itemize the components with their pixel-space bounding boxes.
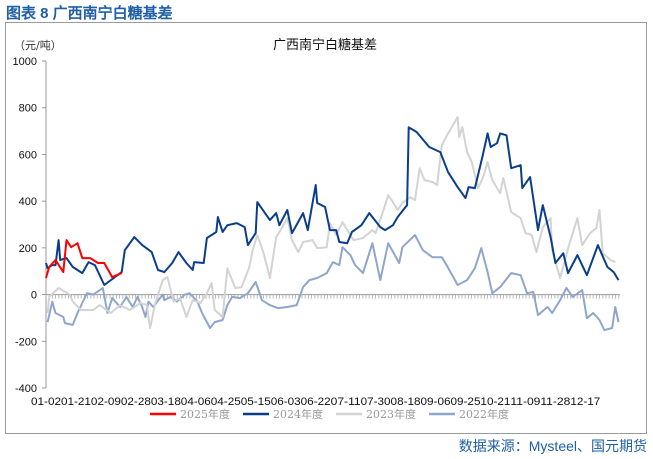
y-tick-label: 600	[19, 149, 37, 161]
x-tick-label: 02-09	[91, 396, 121, 408]
y-tick-label: 400	[19, 196, 37, 208]
x-tick-label: 04-06	[181, 396, 211, 408]
series-line-2025年度	[45, 239, 123, 279]
x-tick-label: 01-02	[31, 396, 61, 408]
legend-label: 2022年度	[459, 407, 509, 421]
x-tick-label: 03-18	[151, 396, 181, 408]
y-tick-label: 200	[19, 243, 37, 255]
x-tick-label: 06-22	[301, 396, 331, 408]
series-line-2023年度	[46, 116, 616, 329]
x-tick-label: 01-21	[61, 396, 91, 408]
x-tick-label: 08-18	[391, 396, 421, 408]
legend-label: 2025年度	[180, 407, 230, 421]
y-tick-label: 800	[19, 103, 37, 115]
y-tick-label: -400	[15, 383, 37, 395]
x-tick-label: 02-28	[121, 396, 151, 408]
chart-title: 广西南宁白糖基差	[273, 37, 377, 53]
x-tick-label: 11-28	[540, 396, 570, 408]
x-tick-label: 09-25	[450, 396, 480, 408]
x-tick-label: 09-06	[421, 396, 451, 408]
data-source: 数据来源：Mysteel、国元期货	[458, 438, 647, 454]
series-line-2024年度	[45, 126, 620, 286]
y-tick-label: 0	[31, 290, 37, 302]
x-tick-label: 06-03	[271, 396, 301, 408]
legend-label: 2024年度	[273, 407, 323, 421]
series-line-2022年度	[46, 234, 620, 332]
y-tick-label: -200	[15, 336, 37, 348]
y-tick-label: 1000	[13, 56, 37, 68]
figure-label: 图表 8 广西南宁白糖基差	[6, 5, 173, 22]
x-tick-label: 04-25	[211, 396, 241, 408]
chart-frame	[5, 22, 647, 434]
x-tick-label: 05-15	[241, 396, 271, 408]
x-tick-label: 07-30	[361, 396, 391, 408]
legend-label: 2023年度	[366, 407, 416, 421]
x-tick-label: 07-11	[331, 396, 361, 408]
x-tick-label: 11-09	[510, 396, 540, 408]
x-tick-label: 10-21	[480, 396, 510, 408]
x-tick-label: 12-17	[570, 396, 600, 408]
y-axis-unit: （元/吨）	[14, 39, 62, 52]
